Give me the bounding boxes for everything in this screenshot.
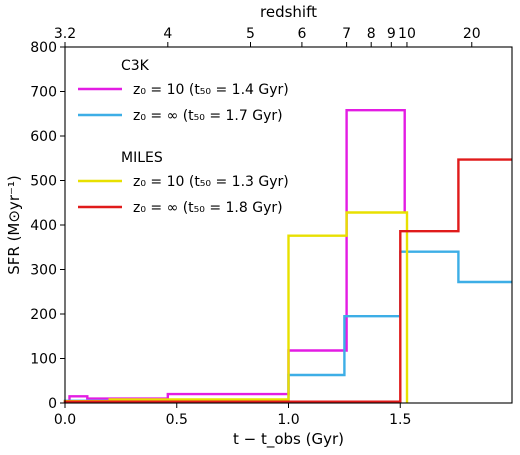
x-axis-title: t − t_obs (Gyr) [233, 430, 344, 449]
legend-group-title: C3K [121, 58, 150, 74]
series-line-3 [63, 211, 409, 403]
legend-group-title: MILES [121, 150, 163, 166]
top-tick-label: 8 [367, 26, 376, 42]
top-tick-label: 4 [163, 26, 172, 42]
y-tick-label: 0 [48, 396, 57, 412]
top-tick-label: 10 [398, 26, 416, 42]
series-line-1 [68, 108, 406, 403]
y-tick-label: 200 [30, 307, 57, 323]
y-tick-label: 700 [30, 85, 57, 101]
top-tick-label: 5 [246, 26, 255, 42]
legend-label: z₀ = ∞ (t₅₀ = 1.8 Gyr) [133, 200, 283, 216]
top-tick-label: 9 [387, 26, 396, 42]
top-tick-label: 20 [463, 26, 481, 42]
y-tick-label: 100 [30, 352, 57, 368]
y-axis-title: SFR (M⊙yr⁻¹) [5, 175, 23, 275]
top-tick-label: 3.2 [54, 26, 76, 42]
plot-area: 0.0 0.5 1.0 1.5 0 100 200 300 400 500 600 700 8003.2… [30, 26, 513, 428]
top-tick-label: 6 [297, 26, 306, 42]
x-tick-label: 1.5 [389, 412, 411, 428]
legend-label: z₀ = 10 (t₅₀ = 1.3 Gyr) [133, 174, 289, 190]
legend-label: z₀ = 10 (t₅₀ = 1.4 Gyr) [133, 82, 289, 98]
y-tick-label: 800 [30, 40, 57, 56]
top-tick-label: 7 [342, 26, 351, 42]
legend-label: z₀ = ∞ (t₅₀ = 1.7 Gyr) [133, 108, 283, 124]
legend: C3K z₀ = 10 (t₅₀ = 1.4 Gyr) z₀ = ∞ (t₅₀ = … [78, 58, 289, 216]
y-tick-label: 500 [30, 174, 57, 190]
y-tick-label: 600 [30, 129, 57, 145]
y-tick-label: 400 [30, 218, 57, 234]
top-axis-title: redshift [260, 3, 317, 21]
y-tick-label: 300 [30, 263, 57, 279]
x-tick-label: 0.0 [54, 412, 76, 428]
x-tick-label: 1.0 [277, 412, 299, 428]
x-tick-label: 0.5 [166, 412, 188, 428]
